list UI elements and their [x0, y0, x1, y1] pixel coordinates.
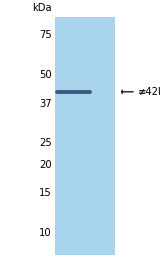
Text: Western Blot: Western Blot — [35, 0, 111, 3]
Text: 20: 20 — [39, 160, 52, 170]
Text: kDa: kDa — [32, 3, 52, 13]
Text: 50: 50 — [39, 70, 52, 80]
Text: 75: 75 — [39, 30, 52, 40]
Bar — [55, 17, 115, 255]
Text: ≢42kDa: ≢42kDa — [138, 87, 160, 97]
Text: 37: 37 — [39, 99, 52, 109]
Text: 25: 25 — [39, 138, 52, 148]
Text: 15: 15 — [39, 188, 52, 198]
Text: 10: 10 — [39, 228, 52, 238]
